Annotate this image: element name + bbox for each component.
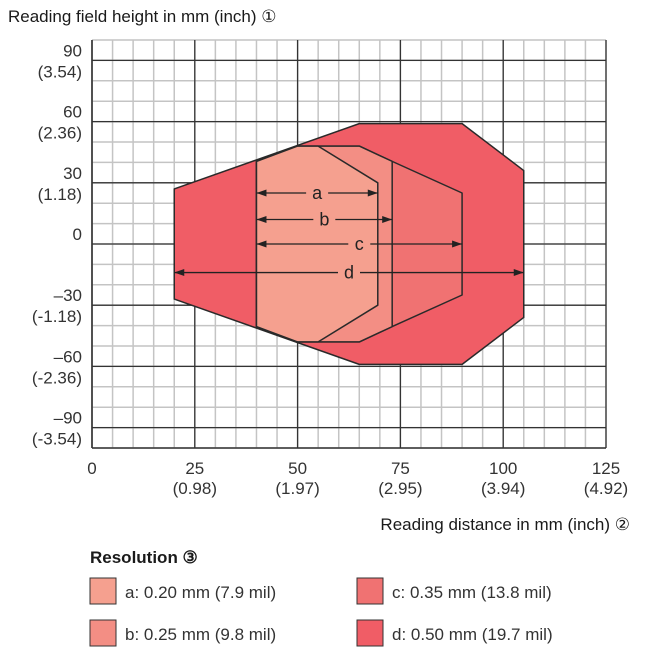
y-tick-sublabel: (3.54): [38, 62, 82, 81]
x-tick-sublabel: (1.97): [275, 479, 319, 498]
y-tick-sublabel: (2.36): [38, 124, 82, 143]
range-label-a: a: [312, 183, 323, 203]
legend-label-d: d: 0.50 mm (19.7 mil): [392, 625, 553, 644]
legend: d: 0.50 mm (19.7 mil) c: 0.35 mm (13.8 mi…: [89, 577, 553, 647]
x-tick-label: 50: [288, 459, 307, 478]
legend-swatch-d: [356, 619, 384, 647]
arrowhead-d: [174, 269, 185, 277]
legend-swatch-c: [356, 577, 384, 605]
legend-swatch-a: [89, 577, 117, 605]
x-tick-sublabel: (3.94): [481, 479, 525, 498]
y-tick-label: –30: [54, 286, 82, 305]
x-tick-label: 75: [391, 459, 410, 478]
y-axis-title: Reading field height in mm (inch) ①: [8, 7, 276, 26]
range-label-b: b: [319, 210, 329, 230]
arrowhead-b: [256, 216, 267, 224]
y-tick-sublabel: (1.18): [38, 185, 82, 204]
arrowhead-d: [513, 269, 524, 277]
x-tick-sublabel: (0.98): [173, 479, 217, 498]
y-tick-label: –90: [54, 409, 82, 428]
legend-label-a: a: 0.20 mm (7.9 mil): [125, 583, 276, 602]
y-tick-label: 0: [73, 225, 82, 244]
x-tick-sublabel: (2.95): [378, 479, 422, 498]
x-tick-label: 25: [185, 459, 204, 478]
tick-labels: 90 (3.54) 60 (2.36) 30 (1.18) 0 –30 (-1.18) –60 (-…: [32, 41, 628, 498]
reading-field-areas: [173, 122, 525, 366]
x-tick-label: 0: [87, 459, 96, 478]
y-tick-label: 30: [63, 164, 82, 183]
range-label-c: c: [355, 234, 364, 254]
x-tick-label: 125: [592, 459, 620, 478]
y-tick-sublabel: (-1.18): [32, 307, 82, 326]
arrowhead-a: [256, 189, 267, 197]
legend-swatch-b: [89, 619, 117, 647]
y-tick-label: 90: [63, 41, 82, 60]
arrowhead-c: [256, 240, 267, 248]
range-arrows: dc ba: [174, 183, 524, 283]
legend-label-c: c: 0.35 mm (13.8 mil): [392, 583, 552, 602]
legend-title: Resolution ③: [90, 548, 198, 567]
x-tick-label: 100: [489, 459, 517, 478]
legend-label-b: b: 0.25 mm (9.8 mil): [125, 625, 276, 644]
y-tick-label: 60: [63, 103, 82, 122]
arrowhead-b: [382, 216, 393, 224]
arrowhead-a: [367, 189, 378, 197]
y-tick-sublabel: (-3.54): [32, 430, 82, 449]
x-axis-title: Reading distance in mm (inch) ②: [380, 515, 630, 534]
y-tick-label: –60: [54, 347, 82, 366]
range-label-d: d: [344, 263, 354, 283]
y-tick-sublabel: (-2.36): [32, 368, 82, 387]
arrowhead-c: [452, 240, 463, 248]
x-tick-sublabel: (4.92): [584, 479, 628, 498]
